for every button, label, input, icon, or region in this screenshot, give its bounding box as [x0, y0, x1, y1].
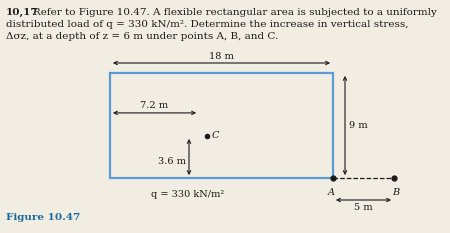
Text: distributed load of q = 330 kN/m². Determine the increase in vertical stress,: distributed load of q = 330 kN/m². Deter… — [6, 20, 409, 29]
Bar — [110, 73, 333, 178]
Text: A: A — [328, 188, 334, 197]
Text: 3.6 m: 3.6 m — [158, 158, 186, 167]
Text: Refer to Figure 10.47. A flexible rectangular area is subjected to a uniformly: Refer to Figure 10.47. A flexible rectan… — [33, 8, 437, 17]
Text: q = 330 kN/m²: q = 330 kN/m² — [152, 190, 225, 199]
Text: B: B — [392, 188, 400, 197]
Text: 9 m: 9 m — [349, 121, 368, 130]
Text: 18 m: 18 m — [209, 52, 234, 61]
Text: Figure 10.47: Figure 10.47 — [6, 213, 80, 222]
Text: 7.2 m: 7.2 m — [140, 101, 169, 110]
Text: C: C — [212, 131, 220, 140]
Text: 5 m: 5 m — [354, 203, 373, 212]
Text: 10,17: 10,17 — [6, 8, 39, 17]
Text: Δσz, at a depth of z = 6 m under points A, B, and C.: Δσz, at a depth of z = 6 m under points … — [6, 32, 278, 41]
